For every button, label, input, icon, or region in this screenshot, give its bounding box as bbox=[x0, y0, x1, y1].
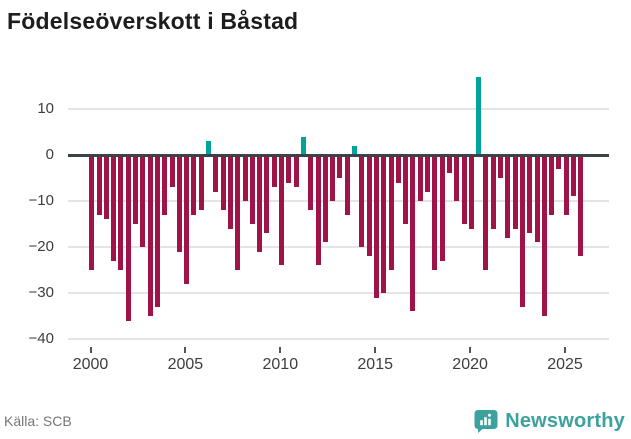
bar bbox=[169, 155, 175, 188]
gridline bbox=[68, 200, 609, 202]
y-axis-tick-label: −40 bbox=[28, 330, 54, 347]
y-axis-tick-label: −20 bbox=[28, 238, 54, 255]
bar bbox=[162, 155, 168, 215]
x-axis-tick bbox=[184, 347, 187, 353]
y-axis-tick-label: 0 bbox=[45, 146, 54, 163]
bar bbox=[395, 155, 401, 183]
y-axis-tick-label: −30 bbox=[28, 284, 54, 301]
bar bbox=[454, 155, 460, 201]
bar bbox=[315, 155, 321, 266]
bar bbox=[490, 155, 496, 229]
bar bbox=[257, 155, 263, 252]
bar bbox=[191, 155, 197, 215]
x-axis-tick bbox=[89, 347, 92, 353]
bar bbox=[242, 155, 248, 201]
bar bbox=[300, 136, 306, 155]
bar bbox=[505, 155, 511, 238]
bar bbox=[381, 155, 387, 293]
bar bbox=[111, 155, 117, 261]
bar bbox=[184, 155, 190, 284]
x-axis-tick bbox=[279, 347, 282, 353]
chart-title: Födelseöverskott i Båstad bbox=[7, 8, 299, 34]
bar bbox=[498, 155, 503, 178]
bar bbox=[534, 155, 540, 243]
bar bbox=[425, 155, 430, 192]
bar bbox=[556, 155, 562, 169]
x-axis-tick-label: 2015 bbox=[357, 356, 393, 373]
bar bbox=[571, 155, 576, 197]
gridline bbox=[68, 292, 609, 294]
bar bbox=[89, 155, 95, 270]
bar bbox=[439, 155, 445, 261]
bar bbox=[527, 155, 533, 234]
bar bbox=[446, 155, 452, 174]
bar bbox=[103, 155, 109, 220]
bar bbox=[461, 155, 467, 224]
bar bbox=[519, 155, 525, 307]
bar bbox=[235, 155, 241, 270]
bar bbox=[213, 155, 219, 192]
bar bbox=[286, 155, 292, 183]
x-axis-tick-label: 2020 bbox=[452, 356, 488, 373]
bar bbox=[133, 155, 139, 224]
bar bbox=[147, 155, 153, 316]
bar bbox=[541, 155, 547, 316]
bar bbox=[322, 155, 328, 243]
bar bbox=[154, 155, 160, 307]
bar bbox=[373, 155, 379, 298]
x-axis-tick-label: 2000 bbox=[72, 356, 109, 373]
bar bbox=[410, 155, 416, 312]
bar bbox=[125, 155, 131, 321]
y-axis-tick-label: 10 bbox=[37, 100, 54, 117]
bar bbox=[249, 155, 255, 224]
gridline bbox=[68, 108, 609, 110]
bar bbox=[483, 155, 489, 270]
bar bbox=[140, 155, 146, 247]
source-label: Källa: SCB bbox=[4, 413, 72, 429]
bar bbox=[344, 155, 350, 215]
bar bbox=[271, 155, 277, 188]
x-axis-tick bbox=[469, 347, 472, 353]
bar bbox=[206, 141, 212, 155]
bar bbox=[227, 155, 233, 229]
bar bbox=[359, 155, 365, 247]
bar bbox=[403, 155, 409, 224]
bar bbox=[308, 155, 314, 211]
bar bbox=[476, 76, 482, 155]
bar bbox=[264, 155, 270, 234]
bar bbox=[176, 155, 182, 252]
x-axis-tick-label: 2010 bbox=[262, 356, 299, 373]
bar bbox=[468, 155, 474, 229]
bar bbox=[279, 155, 285, 266]
bar bbox=[220, 155, 226, 211]
x-axis-tick-label: 2005 bbox=[167, 356, 204, 373]
x-axis-tick bbox=[564, 347, 566, 353]
gridline bbox=[68, 246, 609, 248]
bar bbox=[198, 155, 204, 211]
bar bbox=[563, 155, 569, 215]
bar bbox=[293, 155, 299, 188]
bar bbox=[417, 155, 423, 201]
newsworthy-logo-link[interactable]: Newsworthy bbox=[473, 408, 625, 434]
bar bbox=[118, 155, 124, 270]
bar bbox=[96, 155, 102, 215]
bar bbox=[330, 155, 336, 201]
x-axis-tick bbox=[374, 347, 377, 353]
bar bbox=[549, 155, 555, 215]
newsworthy-wordmark: Newsworthy bbox=[505, 409, 625, 432]
bar bbox=[578, 155, 584, 257]
bar bbox=[432, 155, 438, 270]
bar bbox=[388, 155, 394, 270]
y-axis-tick-label: −10 bbox=[28, 192, 54, 209]
newsworthy-icon bbox=[473, 408, 499, 434]
bar bbox=[366, 155, 372, 257]
bar bbox=[337, 155, 343, 178]
bar bbox=[512, 155, 518, 229]
zero-axis-line bbox=[68, 153, 609, 157]
x-axis-tick-label: 2025 bbox=[547, 356, 583, 373]
bar bbox=[352, 145, 358, 155]
gridline bbox=[68, 338, 609, 340]
